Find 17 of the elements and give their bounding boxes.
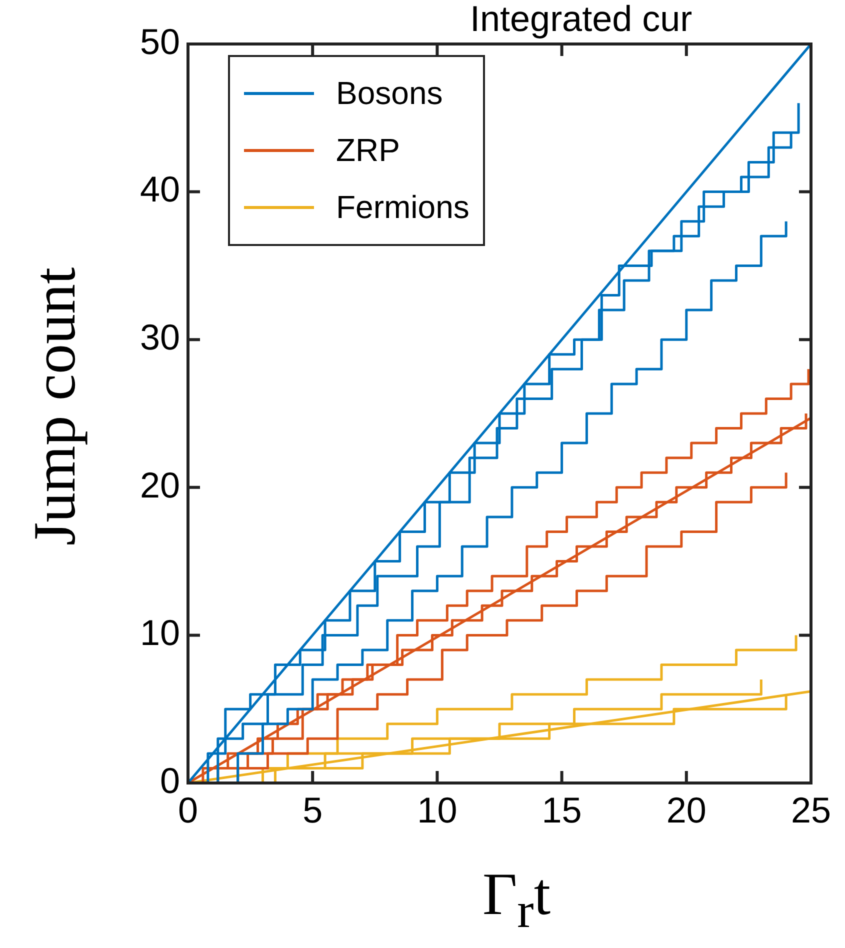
- x-tick-label: 10: [417, 790, 458, 831]
- y-tick-label: 30: [140, 316, 180, 358]
- legend-label: Fermions: [336, 189, 470, 226]
- y-tick-label: 10: [140, 612, 180, 654]
- y-axis-title: Jump count: [20, 266, 88, 548]
- y-tick-label: 40: [140, 168, 180, 210]
- y-tick-label: 20: [140, 464, 180, 506]
- chart-title: Integrated cur: [470, 0, 692, 39]
- x-tick-label: 20: [666, 790, 706, 831]
- x-tick-label: 25: [790, 790, 832, 831]
- y-tick-label: 50: [140, 20, 180, 62]
- x-tick-label: 15: [542, 790, 582, 831]
- y-tick-label: 0: [160, 760, 180, 801]
- x-tick-label: 5: [302, 790, 323, 831]
- legend-label: ZRP: [336, 132, 400, 169]
- legend-label: Bosons: [336, 75, 443, 112]
- x-axis-title: Γ$_{r}$t: [481, 860, 552, 939]
